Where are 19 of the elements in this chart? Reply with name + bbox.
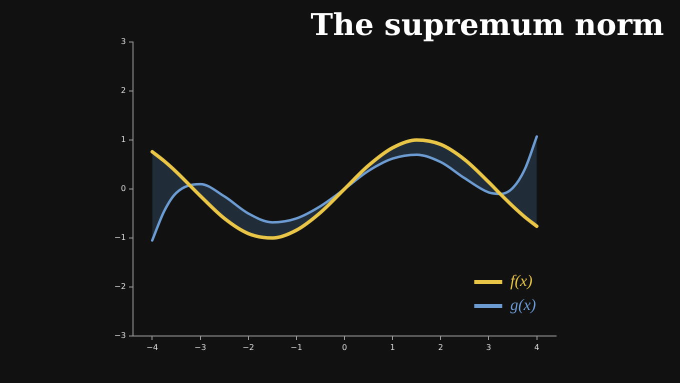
x-tick-label: −4 <box>146 342 158 352</box>
y-tick-label: −3 <box>114 331 126 340</box>
legend-label: g(x) <box>510 297 536 314</box>
y-tick-label: 0 <box>120 184 126 194</box>
x-tick-label: 0 <box>342 342 348 352</box>
x-tick-label: 3 <box>486 342 492 352</box>
y-tick-label: −1 <box>114 233 126 242</box>
x-tick-label: −2 <box>242 342 254 352</box>
legend-label: f(x) <box>510 273 532 290</box>
y-tick-label: 3 <box>120 37 126 46</box>
x-tick-label: 4 <box>534 342 540 352</box>
x-tick-label: 2 <box>438 342 444 352</box>
y-tick-label: 1 <box>120 135 126 144</box>
y-tick-label: 2 <box>120 86 126 96</box>
y-tick-label: −2 <box>114 282 126 292</box>
x-tick-label: −1 <box>290 342 302 352</box>
chart-title: The supremum norm <box>310 8 664 43</box>
x-tick-label: −3 <box>194 342 206 352</box>
x-tick-label: 1 <box>390 342 396 352</box>
